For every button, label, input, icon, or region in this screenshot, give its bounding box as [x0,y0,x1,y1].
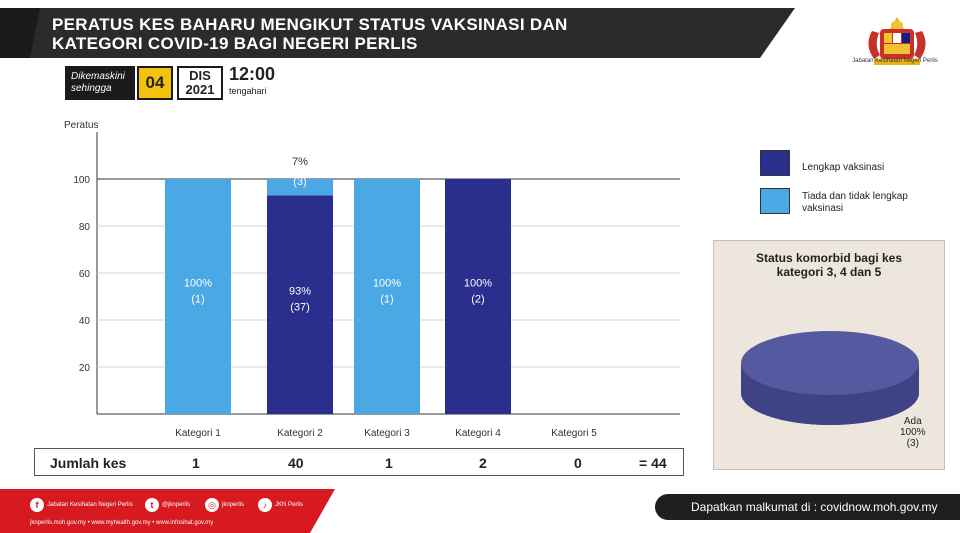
bar-lengkap-2 [267,195,333,414]
comorbid-title-line2: kategori 3, 4 dan 5 [776,265,882,279]
y-tick-label: 100 [73,175,90,186]
total-value-kategori-2: 40 [288,455,304,471]
social-instagram[interactable]: ◎ jknperlis [205,498,244,512]
x-tick-label: Kategori 4 [455,428,501,439]
bar-tiada-1 [165,179,231,414]
footer-info-text[interactable]: Dapatkan malkumat di : covidnow.moh.gov.… [691,500,938,514]
legend-label-lengkap: Lengkap vaksinasi [802,162,885,173]
update-label-line1: Dikemaskini [71,71,125,82]
update-month-year: DIS 2021 [177,66,223,100]
comorbid-pie-chart [741,331,919,425]
facebook-icon: f [30,498,44,512]
footer-info-bg [655,494,960,520]
update-period: tengahari [229,86,267,96]
tiktok-icon: ♪ [258,498,272,512]
comorbid-panel: Status komorbid bagi kes kategori 3, 4 d… [713,240,945,470]
x-tick-label: Kategori 3 [364,428,410,439]
update-year: 2021 [185,82,215,97]
y-axis-label: Peratus [64,120,98,131]
social-facebook[interactable]: f Jabatan Kesihatan Negeri Perlis [30,498,133,512]
pie-label-count: (3) [906,438,919,449]
total-sum: = 44 [639,455,667,471]
pie-label-ada: Ada 100% (3) [900,416,926,449]
total-cases-row: Jumlah kes 1 40 1 2 0 = 44 [34,448,684,476]
data-label-count: (1) [191,294,204,306]
data-label-count: (37) [290,302,310,314]
total-value-kategori-5: 0 [574,455,582,471]
page-title-line2: KATEGORI COVID-19 BAGI NEGERI PERLIS [52,34,418,53]
x-tick-label: Kategori 2 [277,428,323,439]
legend-label-tiada: Tiada dan tidak lengkap vaksinasi [802,191,908,214]
data-label-count: (2) [471,294,484,306]
comorbid-title: Status komorbid bagi kes kategori 3, 4 d… [714,251,944,279]
page-title-line1: PERATUS KES BAHARU MENGIKUT STATUS VAKSI… [52,15,568,34]
comorbid-title-line1: Status komorbid bagi kes [755,251,903,265]
dept-name: Jabatan Kesihatan Negeri Perlis [852,58,938,64]
pie-slice-ada [741,331,919,395]
data-label-pct: 93% [289,286,311,298]
social-tiktok-label: JKN Perlis [275,502,304,508]
update-day: 04 [137,66,173,100]
data-label-count: (3) [293,176,306,188]
footer-social-bar: f Jabatan Kesihatan Negeri Perlis t @jkn… [0,489,335,533]
bar-lengkap-4 [445,179,511,414]
social-twitter[interactable]: t @jknperlis [145,498,190,512]
title-banner-shape [0,8,795,58]
twitter-icon: t [145,498,159,512]
y-tick-label: 40 [79,316,91,327]
footer-info-bar: Dapatkan malkumat di : covidnow.moh.gov.… [655,494,960,520]
x-tick-label: Kategori 1 [175,428,221,439]
y-tick-label: 20 [79,363,91,374]
title-banner: PERATUS KES BAHARU MENGIKUT STATUS VAKSI… [0,0,800,60]
total-value-kategori-4: 2 [479,455,487,471]
legend-swatch-tiada [760,188,790,214]
data-label-pct: 100% [464,278,492,290]
y-tick-label: 80 [79,222,91,233]
footer-social-bg [0,489,335,533]
y-tick-label: 60 [79,269,91,280]
social-facebook-label: Jabatan Kesihatan Negeri Perlis [47,502,133,508]
social-twitter-label: @jknperlis [162,502,191,508]
instagram-icon: ◎ [205,498,219,512]
total-value-kategori-1: 1 [192,455,200,471]
bar-chart: Peratus 20 40 60 80 100 100% (1) Kategori 1 93% (3… [64,120,680,439]
social-instagram-label: jknperlis [222,502,245,508]
data-label-pct: 100% [184,278,212,290]
data-label-pct: 100% [373,278,401,290]
social-tiktok[interactable]: ♪ JKN Perlis [258,498,303,512]
update-month: DIS [189,68,211,83]
pie-label-pct: 100% [900,427,926,438]
total-label: Jumlah kes [50,455,127,471]
update-time: 12:00 [229,64,276,84]
bar-tiada-3 [354,179,420,414]
pie-label-name: Ada [903,416,922,427]
data-label-count: (1) [380,294,393,306]
coat-of-arms-logo [868,17,926,65]
footer-websites[interactable]: jknperlis.moh.gov.my • www.myhealth.gov.… [30,520,214,526]
bar-tiada-2 [267,179,333,196]
update-label: Dikemaskini sehingga [65,66,135,100]
data-label-pct: 7% [292,156,308,168]
x-tick-label: Kategori 5 [551,428,597,439]
total-value-kategori-3: 1 [385,455,393,471]
legend-swatch-lengkap [760,150,790,176]
page-title: PERATUS KES BAHARU MENGIKUT STATUS VAKSI… [52,15,568,53]
update-label-line2: sehingga [71,83,112,94]
